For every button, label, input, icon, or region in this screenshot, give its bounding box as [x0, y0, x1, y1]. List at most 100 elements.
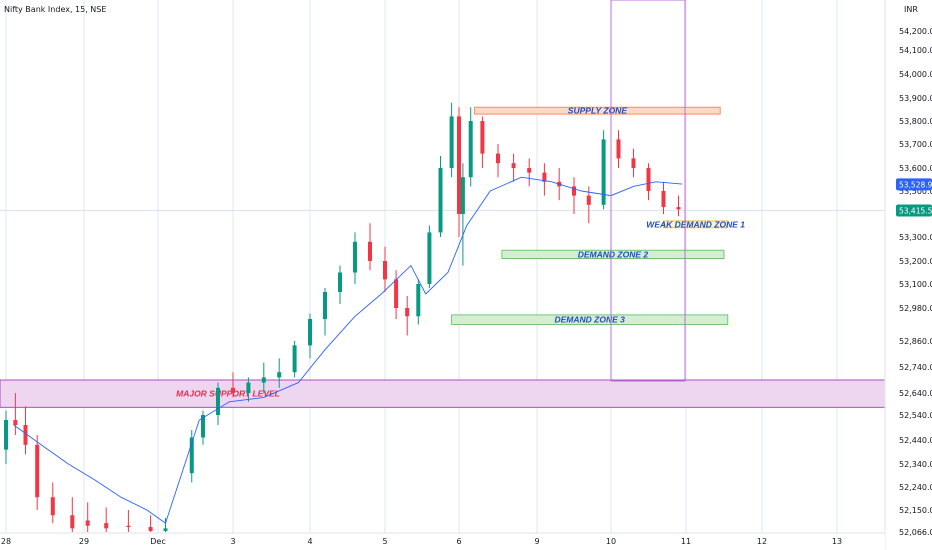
zone-rect — [501, 249, 725, 259]
candle-body — [246, 382, 251, 393]
candle-body — [460, 177, 465, 214]
candle-body — [85, 520, 90, 526]
candle-body — [427, 232, 432, 284]
zone-rect — [663, 220, 729, 229]
zone-rect — [0, 379, 886, 408]
candle-body — [383, 261, 387, 280]
candle-body — [449, 116, 454, 168]
zone-rect — [474, 106, 721, 115]
price-badge — [896, 178, 932, 191]
y-tick-label: 52,340.00 — [899, 460, 932, 469]
price-badge-label: 53,415.50 — [899, 207, 932, 216]
y-tick-label: 54,000.00 — [899, 70, 932, 79]
candle-body — [676, 207, 681, 210]
moving-average-layer — [13, 176, 683, 524]
candle-body — [216, 387, 220, 415]
candle-body — [35, 444, 40, 498]
candle-body — [338, 272, 342, 292]
zone-label: DEMAND ZONE 2 — [578, 249, 649, 259]
candle-body — [511, 163, 516, 168]
candle-body — [163, 528, 168, 531]
y-tick-label: 52,150.00 — [899, 506, 932, 515]
candle-layer — [4, 102, 681, 532]
candle-body — [601, 139, 606, 205]
chart-title: Nifty Bank Index, 15, NSE — [4, 5, 106, 14]
candle-body — [23, 425, 28, 445]
candle-body — [646, 168, 651, 191]
candle-body — [126, 525, 131, 528]
candle-body — [416, 284, 421, 317]
time-axis-background — [0, 533, 885, 550]
zone-label: MAJOR SUPPORT LEVEL — [176, 389, 280, 399]
x-tick-label: 28 — [1, 537, 11, 546]
y-tick-label: 52,860.00 — [899, 337, 932, 346]
candle-body — [189, 437, 194, 474]
candle-body — [496, 153, 500, 164]
zone-label: DEMAND ZONE 3 — [555, 315, 626, 325]
candle-body — [261, 377, 266, 383]
y-tick-label: 52,540.00 — [899, 411, 932, 420]
y-tick-label: 54,100.00 — [899, 46, 932, 55]
candle-body — [201, 415, 205, 438]
candle-body — [70, 515, 75, 529]
x-tick-label: 5 — [382, 537, 387, 546]
x-tick-label: 12 — [757, 537, 767, 546]
candle-body — [308, 319, 312, 346]
moving-average-line — [13, 176, 683, 524]
candle-body — [4, 420, 8, 450]
candle-body — [13, 420, 18, 425]
candle-body — [572, 186, 576, 196]
x-tick-label: 3 — [230, 537, 235, 546]
y-tick-label: 52,980.00 — [899, 304, 932, 313]
candle-body — [527, 168, 532, 173]
y-tick-label: 53,300.00 — [899, 233, 932, 242]
candle-body — [542, 172, 547, 182]
candle-body — [438, 168, 443, 233]
candle-body — [394, 279, 399, 308]
y-tick-label: 52,440.00 — [899, 436, 932, 445]
y-tick-label: 52,240.00 — [899, 483, 932, 492]
candle-body — [480, 121, 485, 154]
candle-body — [405, 308, 410, 317]
candle-body — [292, 345, 297, 373]
y-tick-label: 53,700.00 — [899, 140, 932, 149]
candle-body — [353, 241, 357, 273]
y-tick-label: 54,200.00 — [899, 27, 932, 36]
candle-body — [631, 158, 636, 168]
currency-label: INR — [904, 5, 918, 14]
x-tick-label: 13 — [832, 537, 842, 546]
candle-body — [661, 191, 666, 208]
y-tick-label: 52,066.00 — [899, 528, 932, 537]
candle-body — [586, 195, 591, 205]
candle-body — [457, 116, 461, 214]
y-tick-label: 53,200.00 — [899, 257, 932, 266]
y-tick-label: 53,600.00 — [899, 164, 932, 173]
x-tick-label: Dec — [150, 537, 165, 546]
x-tick-label: 9 — [534, 537, 539, 546]
candle-body — [231, 387, 235, 393]
candle-body — [616, 139, 621, 159]
price-axis-background — [885, 0, 932, 550]
price-badge-label: 53,528.95 — [899, 180, 932, 189]
x-tick-label: 11 — [681, 537, 691, 546]
candle-body — [50, 497, 55, 516]
zone-label: SUPPLY ZONE — [568, 106, 628, 116]
x-tick-label: 10 — [606, 537, 616, 546]
projection-box — [610, 0, 686, 382]
candle-body — [468, 121, 473, 178]
zone-layer: SUPPLY ZONE WEAK DEMAND ZONE 1 DEMAND ZONE… — [0, 106, 886, 408]
x-tick-label: 6 — [456, 537, 461, 546]
candle-body — [104, 523, 109, 529]
x-tick-label: 29 — [79, 537, 89, 546]
overlay-layer — [610, 0, 686, 382]
candle-body — [368, 241, 372, 261]
candle-body — [277, 372, 282, 378]
y-tick-label: 53,800.00 — [899, 117, 932, 126]
candle-body — [148, 527, 153, 531]
y-tick-label: 53,500.00 — [899, 187, 932, 196]
candle-body — [323, 292, 327, 319]
